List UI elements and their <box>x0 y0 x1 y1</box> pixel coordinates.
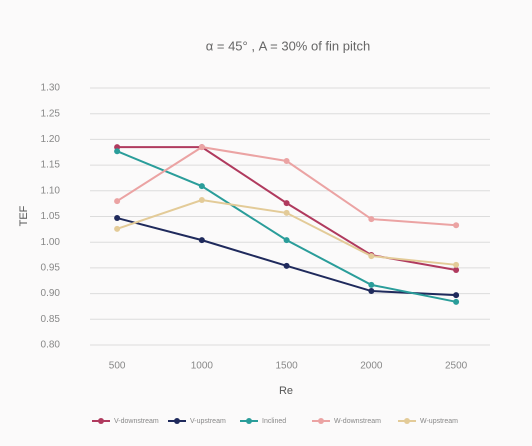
legend-marker <box>98 418 104 424</box>
legend-marker <box>318 418 324 424</box>
legend-label: W-downstream <box>334 418 381 425</box>
legend-label: W-upstream <box>420 418 458 425</box>
y-tick-label: 0.80 <box>41 340 61 351</box>
legend-label: Inclined <box>262 418 286 425</box>
data-point <box>453 298 460 305</box>
data-point <box>114 198 121 205</box>
y-tick-label: 1.00 <box>41 237 61 248</box>
x-tick-label: 1500 <box>275 361 298 372</box>
data-point <box>453 292 460 299</box>
x-tick-label: 2000 <box>360 361 383 372</box>
legend-marker <box>174 418 180 424</box>
data-point <box>114 215 121 222</box>
data-point <box>114 144 121 151</box>
data-point <box>283 200 290 207</box>
data-point <box>198 197 205 204</box>
data-point <box>198 183 205 190</box>
y-tick-label: 1.25 <box>41 108 61 119</box>
y-axis-label: TEF <box>18 205 30 226</box>
y-tick-label: 0.85 <box>41 314 61 325</box>
data-point <box>368 216 375 223</box>
x-axis-label: Re <box>279 385 293 397</box>
chart-title: α = 45° , A = 30% of fin pitch <box>206 38 370 53</box>
y-tick-label: 1.30 <box>41 83 61 94</box>
y-tick-label: 0.95 <box>41 263 61 274</box>
data-point <box>198 237 205 244</box>
data-point <box>453 266 460 273</box>
legend-marker <box>404 418 410 424</box>
data-point <box>283 157 290 164</box>
series-line <box>116 150 457 303</box>
legend-label: V-downstream <box>114 418 159 425</box>
x-tick-label: 2500 <box>445 361 468 372</box>
data-point <box>368 253 375 260</box>
legend-label: V-upstream <box>190 418 226 425</box>
data-point <box>114 225 121 232</box>
legend-marker <box>246 418 252 424</box>
data-point <box>368 288 375 295</box>
series-line <box>116 199 457 266</box>
data-point <box>368 281 375 288</box>
data-point <box>453 261 460 268</box>
data-point <box>283 237 290 244</box>
y-tick-label: 1.15 <box>41 160 61 171</box>
y-tick-label: 1.05 <box>41 211 61 222</box>
x-tick-label: 500 <box>109 361 126 372</box>
x-tick-label: 1000 <box>191 361 214 372</box>
data-point <box>453 222 460 229</box>
y-tick-label: 0.90 <box>41 288 61 299</box>
data-point <box>198 144 205 151</box>
data-point <box>114 148 121 155</box>
y-tick-label: 1.10 <box>41 185 61 196</box>
y-tick-label: 1.20 <box>41 134 61 145</box>
series-line <box>116 217 457 297</box>
data-point <box>283 209 290 216</box>
data-point <box>283 262 290 269</box>
